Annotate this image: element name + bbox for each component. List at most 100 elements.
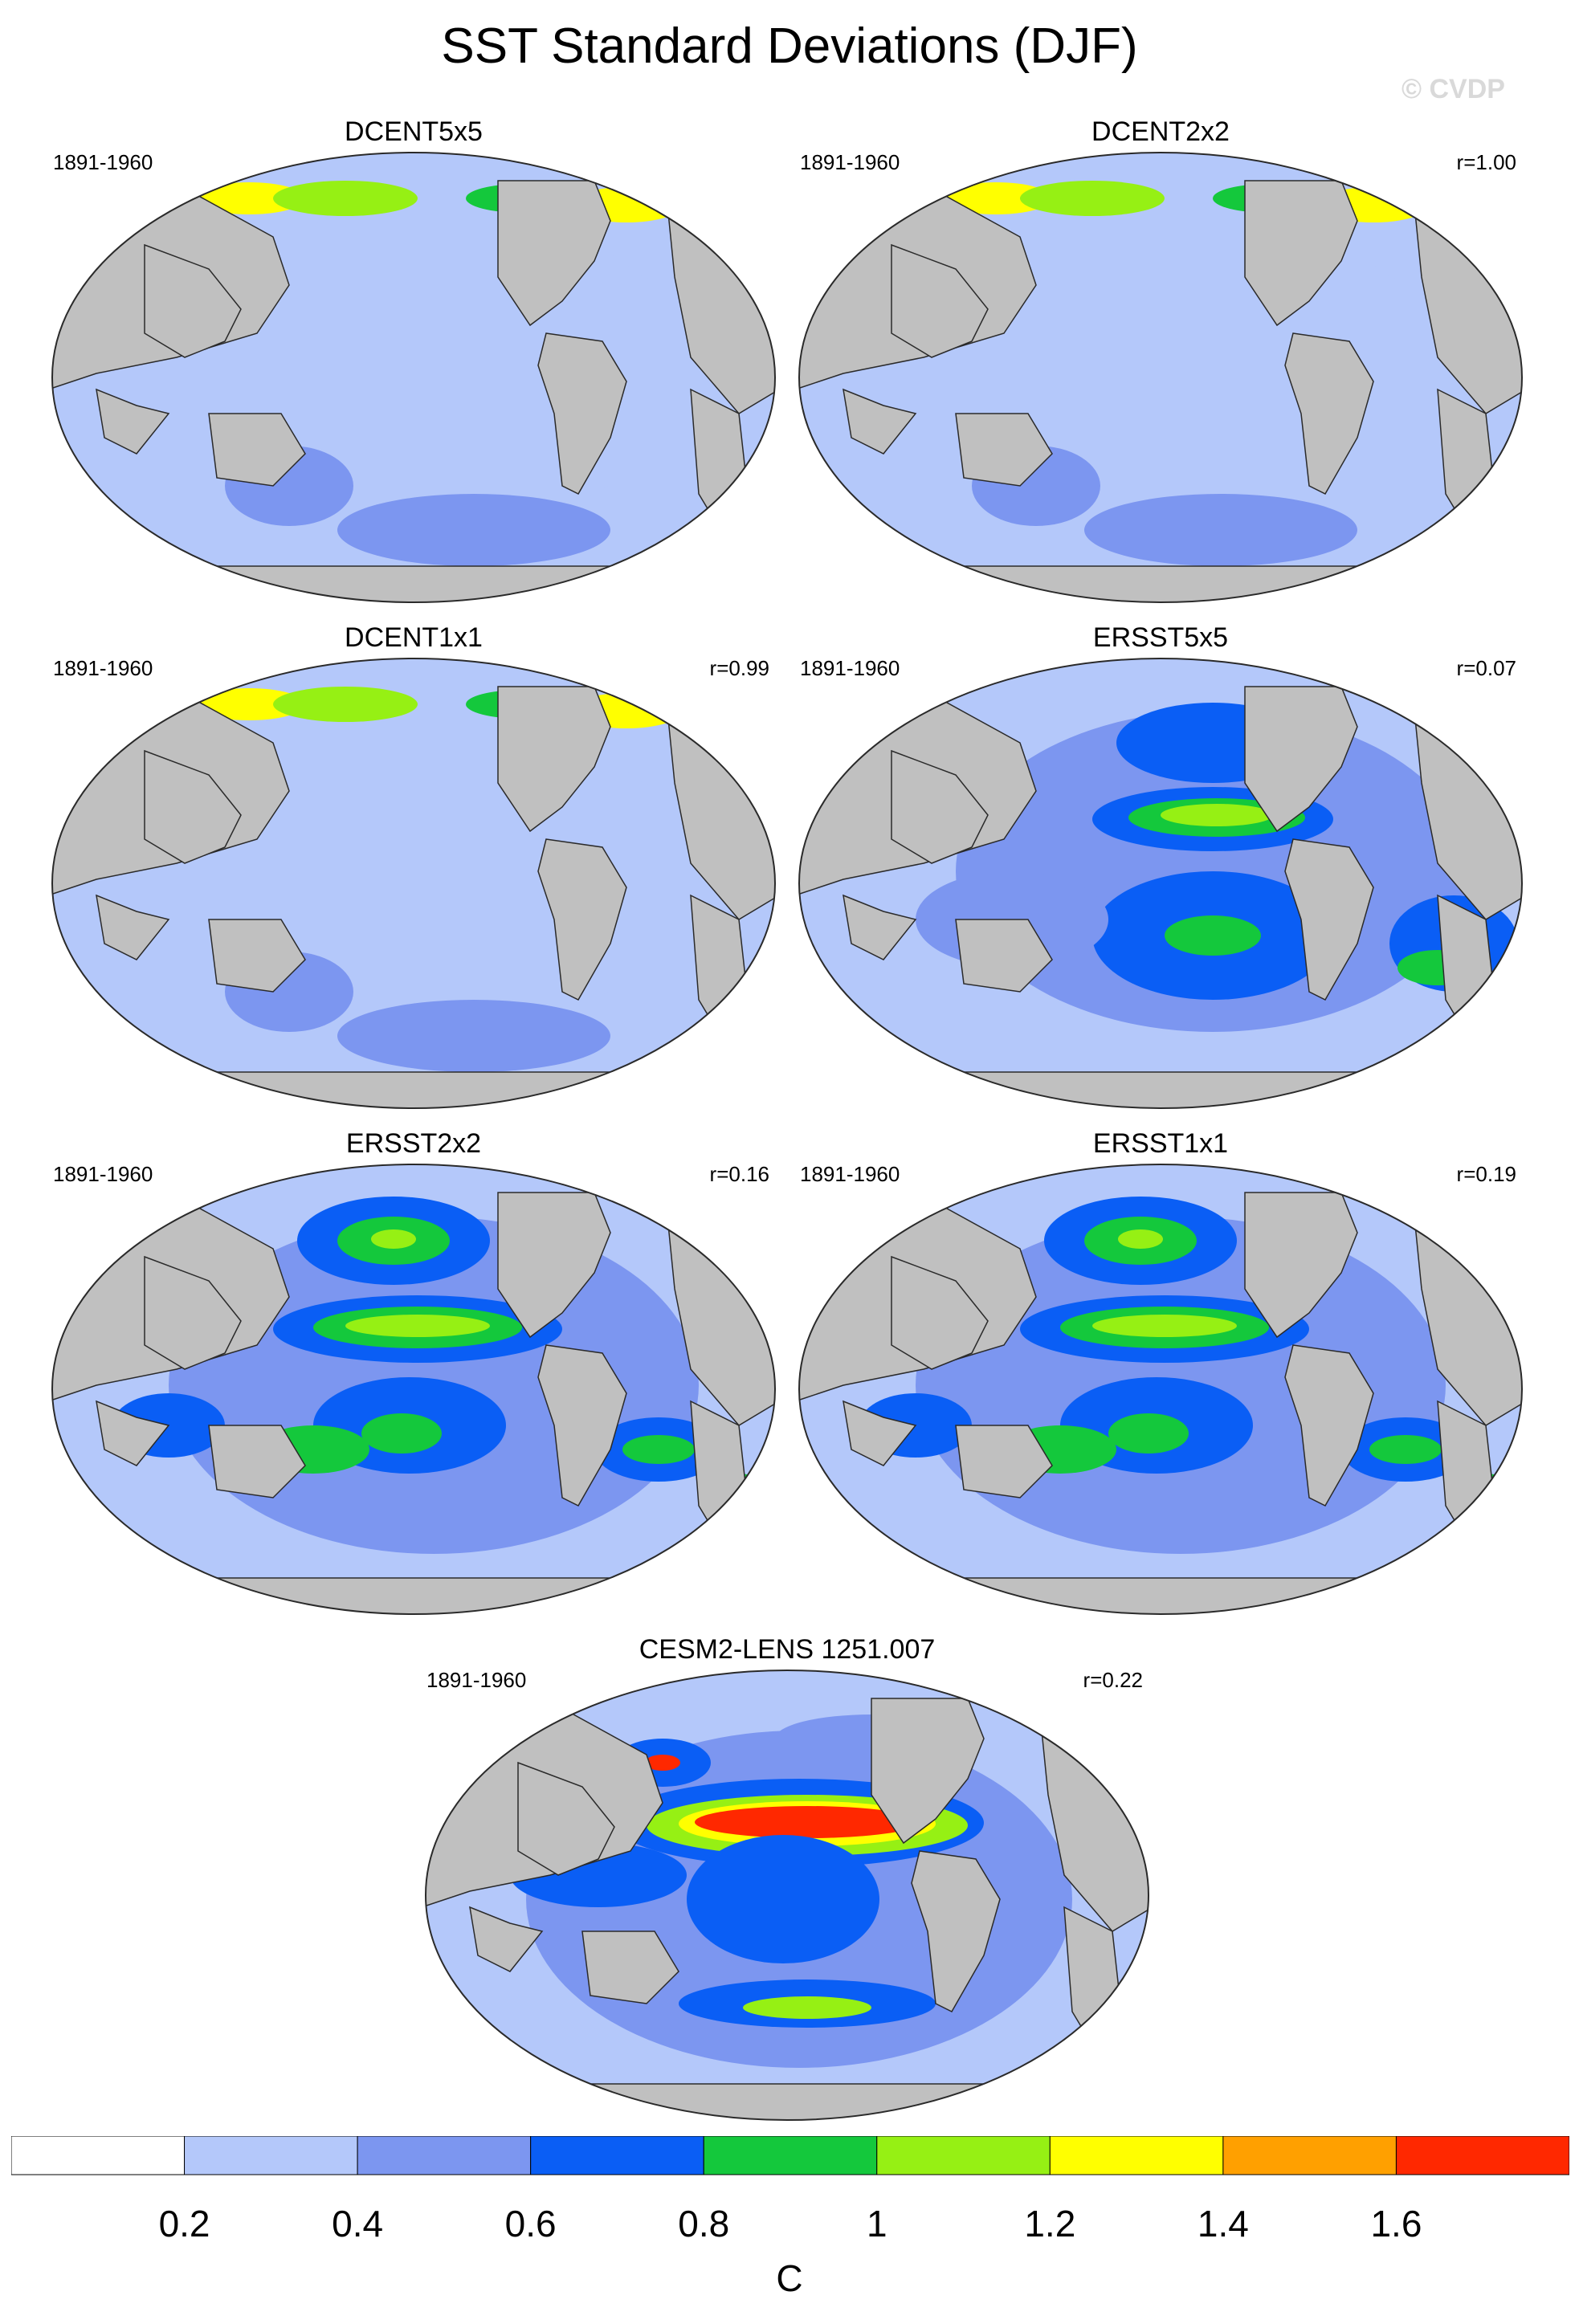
colorbar-tick-label: 1.2 <box>1024 2203 1076 2244</box>
land-mass <box>208 1425 306 1498</box>
panel-period: 1891-1960 <box>800 656 900 680</box>
panel-correlation: r=0.99 <box>709 656 769 680</box>
map-panel: ERSST5x5 1891-1960 r=0.07 <box>795 622 1526 1112</box>
land-mass <box>843 894 917 960</box>
map-outline <box>51 152 776 603</box>
panel-title: DCENT5x5 <box>345 116 483 147</box>
sst-map <box>51 152 776 603</box>
panel-period: 1891-1960 <box>53 1162 153 1186</box>
colorbar-tick-label: 1.4 <box>1197 2203 1249 2244</box>
map-panel: ERSST1x1 1891-1960 r=0.19 <box>795 1128 1526 1618</box>
sst-contour-region <box>193 688 305 720</box>
sst-contour-region <box>273 181 418 216</box>
colorbar <box>11 2136 1569 2175</box>
sst-contour-region <box>743 1996 871 2019</box>
colorbar-tick-label: 1 <box>866 2203 887 2244</box>
sst-contour-region <box>345 1315 490 1337</box>
land-mass <box>1244 180 1358 327</box>
panel-title: ERSST5x5 <box>1092 622 1229 653</box>
land-mass <box>955 919 1053 993</box>
map-outline <box>798 1164 1523 1615</box>
sst-contour-region <box>1084 494 1357 566</box>
land-mass <box>871 1698 985 1845</box>
land-mass <box>52 1577 775 1614</box>
panel-title: ERSST1x1 <box>1092 1128 1229 1159</box>
land-mass <box>1284 1344 1374 1507</box>
land-mass <box>537 1344 627 1507</box>
panel-title: CESM2-LENS 1251.007 <box>639 1634 936 1665</box>
colorbar-segment <box>11 2136 186 2175</box>
land-mass <box>537 838 627 1001</box>
land-mass <box>497 180 611 327</box>
colorbar-unit: C <box>776 2257 803 2299</box>
sst-contour-region <box>1092 1315 1237 1337</box>
sst-contour-region <box>695 1806 920 1838</box>
panel-correlation: r=0.16 <box>709 1162 769 1186</box>
sst-map <box>51 658 776 1109</box>
colorbar-segment <box>357 2136 532 2175</box>
land-mass <box>891 1255 989 1370</box>
sst-contour-region <box>940 182 1052 214</box>
sst-contour-region <box>1108 1413 1189 1454</box>
sst-contour-region <box>337 1000 610 1072</box>
land-mass <box>517 1761 615 1876</box>
panel-correlation: r=0.19 <box>1456 1162 1516 1186</box>
land-mass <box>426 2083 1149 2120</box>
panel-title: DCENT2x2 <box>1091 116 1230 147</box>
land-mass <box>144 243 242 358</box>
sst-contour-region <box>622 1435 695 1464</box>
sst-map <box>798 1164 1523 1615</box>
panel-correlation: r=1.00 <box>1456 150 1516 174</box>
panel-title: DCENT1x1 <box>345 622 483 653</box>
land-mass <box>52 1071 775 1108</box>
figure-title: SST Standard Deviations (DJF) <box>441 18 1138 74</box>
sst-map <box>425 1670 1149 2121</box>
map-panel: DCENT5x5 1891-1960 <box>48 116 779 606</box>
land-mass <box>52 565 775 602</box>
map-panel: ERSST2x2 1891-1960 r=0.16 <box>48 1128 779 1618</box>
sst-contour-region <box>687 1835 879 1963</box>
panel-period: 1891-1960 <box>53 656 153 680</box>
map-panel: CESM2-LENS 1251.007 1891-1960 r=0.22 <box>422 1634 1153 2124</box>
colorbar-segment <box>1395 2136 1569 2175</box>
sst-map <box>51 1164 776 1615</box>
sst-contour-region <box>964 261 1522 486</box>
panel-correlation: r=0.07 <box>1456 656 1516 680</box>
land-mass <box>955 1425 1053 1498</box>
sst-map <box>798 152 1523 603</box>
sst-contour-region <box>1369 1435 1442 1464</box>
sst-contour-region <box>1020 181 1165 216</box>
land-mass <box>96 388 170 455</box>
land-mass <box>581 1931 679 2004</box>
land-mass <box>537 332 627 495</box>
sst-contour-region <box>1161 804 1273 826</box>
sst-contour-region <box>273 687 418 722</box>
sst-contour-region <box>645 1755 680 1771</box>
colorbar-segment <box>530 2136 704 2175</box>
colorbar-segment <box>703 2136 878 2175</box>
sst-contour-region <box>217 767 775 992</box>
colorbar-tick-label: 0.8 <box>678 2203 730 2244</box>
land-mass <box>96 1400 170 1466</box>
map-panel: DCENT2x2 1891-1960 r=1.00 <box>795 116 1526 606</box>
land-mass <box>911 1850 1001 2012</box>
cvdp-watermark: © CVDP <box>1402 74 1505 104</box>
panel-period: 1891-1960 <box>800 1162 900 1186</box>
sst-contour-region <box>337 494 610 566</box>
land-mass <box>96 894 170 960</box>
sst-contour-region <box>1165 915 1261 956</box>
sst-contour-region <box>361 1413 442 1454</box>
land-mass <box>497 1192 611 1339</box>
panel-title: ERSST2x2 <box>345 1128 482 1159</box>
map-outline <box>425 1670 1149 2121</box>
sst-map <box>798 658 1523 1109</box>
land-mass <box>1284 332 1374 495</box>
map-panel: DCENT1x1 1891-1960 r=0.99 <box>48 622 779 1112</box>
colorbar-segment <box>1049 2136 1224 2175</box>
colorbar-tick-label: 1.6 <box>1370 2203 1422 2244</box>
colorbar-tick-label: 0.6 <box>504 2203 557 2244</box>
land-mass <box>144 1255 242 1370</box>
land-mass <box>469 1906 544 1972</box>
map-outline <box>51 658 776 1109</box>
sst-contour-region <box>1118 1229 1163 1249</box>
